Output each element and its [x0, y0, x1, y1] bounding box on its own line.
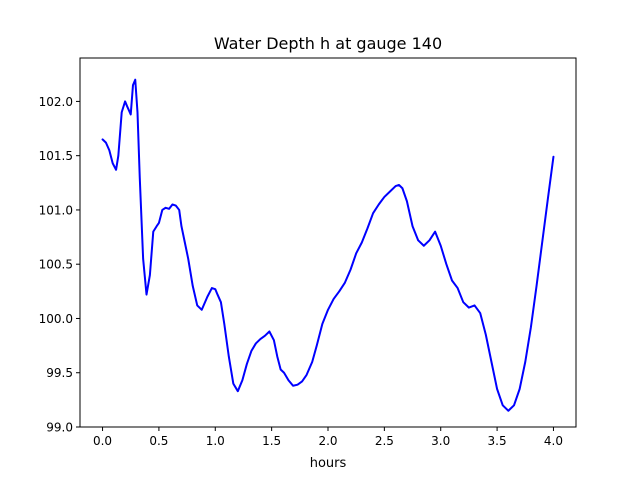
series-line-0	[101, 78, 555, 412]
plot-area	[101, 78, 555, 412]
y-tick-label: 101.5	[39, 149, 73, 163]
y-tick-label: 100.5	[39, 258, 73, 272]
y-tick-label: 99.5	[46, 366, 73, 380]
x-tick-label: 0.0	[93, 434, 112, 448]
x-tick-label: 1.5	[262, 434, 281, 448]
chart-title: Water Depth h at gauge 140	[214, 34, 442, 53]
x-tick-label: 2.0	[318, 434, 337, 448]
y-tick-label: 99.0	[46, 421, 73, 435]
x-tick-label: 1.0	[206, 434, 225, 448]
x-axis-label: hours	[310, 456, 347, 471]
x-tick-label: 0.5	[149, 434, 168, 448]
x-tick-label: 4.0	[544, 434, 563, 448]
y-tick-label: 100.0	[39, 312, 73, 326]
x-tick-label: 3.5	[488, 434, 507, 448]
axes: 0.0 0.5 1.0 1.5 2.0 2.5 3.0 3.5 4.0 99.0 99.5 100.0…	[39, 57, 577, 448]
y-tick-label: 102.0	[39, 95, 73, 109]
x-tick-label: 2.5	[375, 434, 394, 448]
x-tick-label: 3.0	[431, 434, 450, 448]
y-tick-label: 101.0	[39, 203, 73, 217]
